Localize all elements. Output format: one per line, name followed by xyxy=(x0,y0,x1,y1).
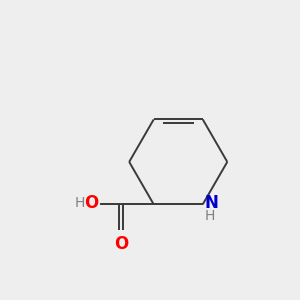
Text: O: O xyxy=(114,235,128,253)
Text: H: H xyxy=(74,196,85,211)
Text: O: O xyxy=(85,194,99,212)
Text: H: H xyxy=(204,209,214,223)
Text: N: N xyxy=(204,194,218,212)
